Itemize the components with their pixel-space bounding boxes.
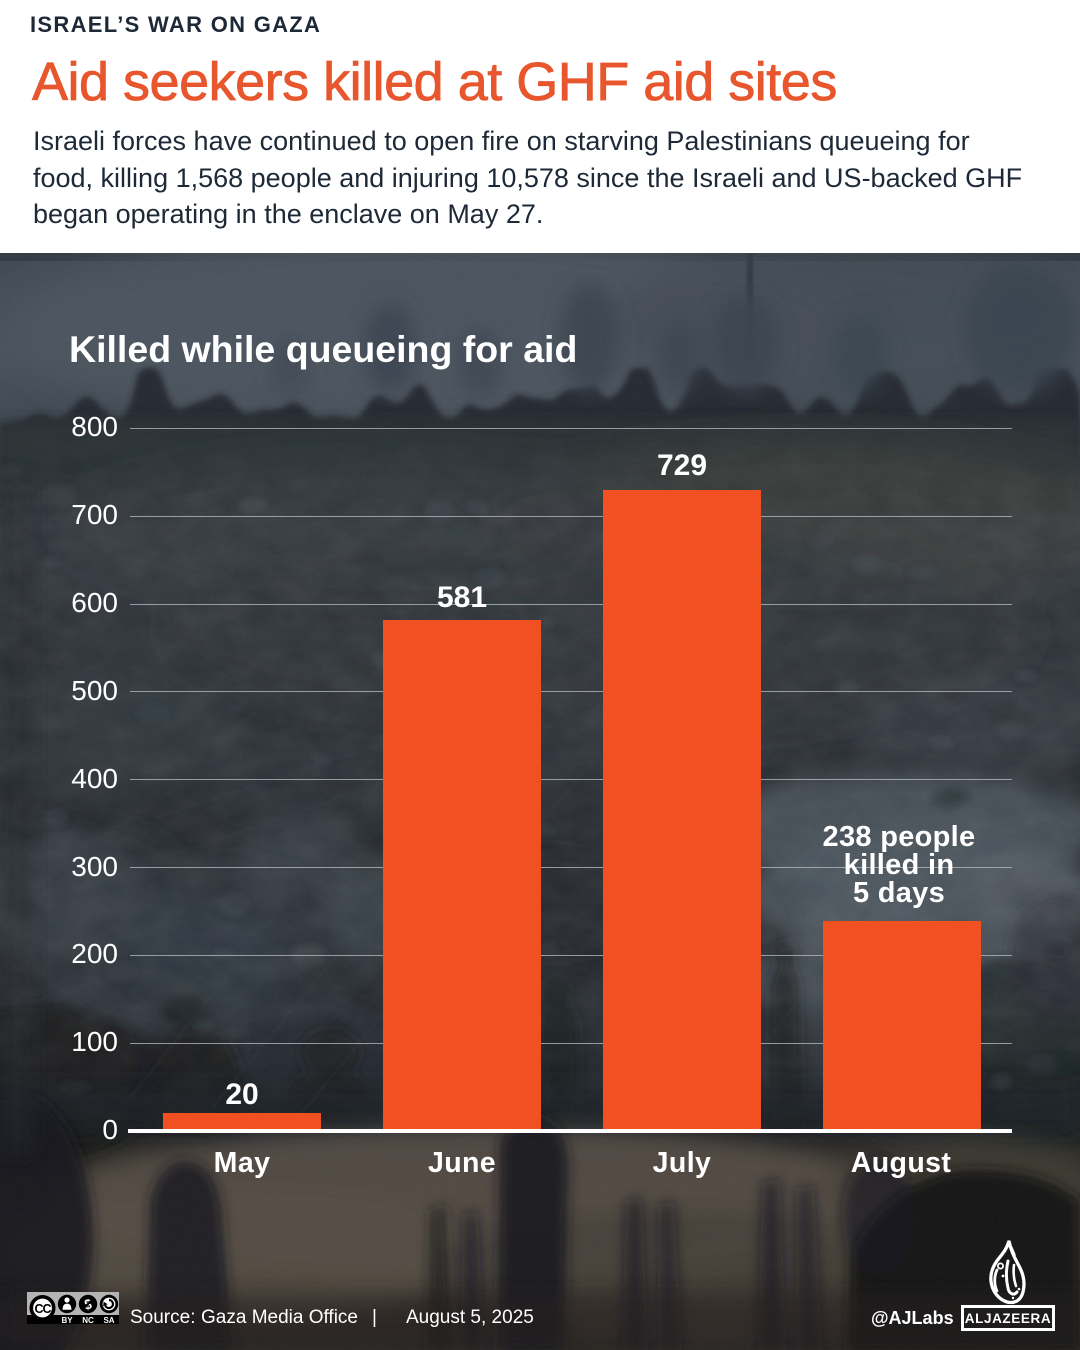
svg-text:CC: CC <box>34 1302 51 1316</box>
svg-text:BY: BY <box>61 1316 73 1324</box>
svg-text:NC: NC <box>82 1316 94 1324</box>
svg-text:SA: SA <box>103 1316 114 1324</box>
